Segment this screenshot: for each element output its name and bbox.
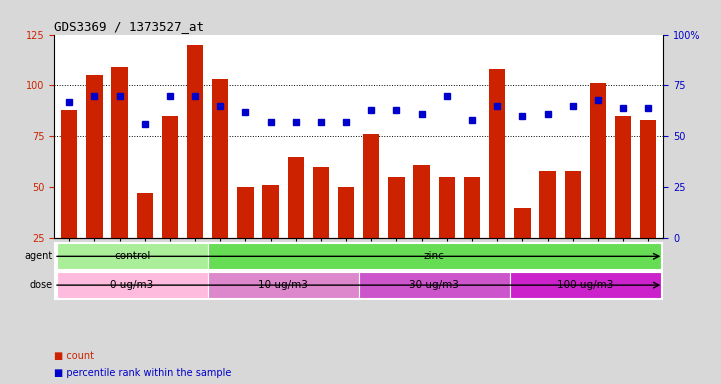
- Text: agent: agent: [25, 251, 53, 262]
- Text: 30 ug/m3: 30 ug/m3: [410, 280, 459, 290]
- Bar: [208, 272, 358, 298]
- Bar: [212, 79, 229, 289]
- Bar: [56, 272, 208, 298]
- Bar: [640, 120, 656, 289]
- Bar: [288, 157, 304, 289]
- Bar: [413, 165, 430, 289]
- Bar: [514, 207, 531, 289]
- Bar: [539, 171, 556, 289]
- Text: ■ percentile rank within the sample: ■ percentile rank within the sample: [54, 368, 231, 378]
- Text: control: control: [114, 251, 150, 262]
- Text: dose: dose: [30, 280, 53, 290]
- Bar: [136, 193, 153, 289]
- Text: zinc: zinc: [424, 251, 445, 262]
- Bar: [56, 243, 208, 269]
- Bar: [208, 243, 661, 269]
- Bar: [358, 272, 510, 298]
- Bar: [363, 134, 379, 289]
- Bar: [615, 116, 631, 289]
- Bar: [464, 177, 480, 289]
- Bar: [389, 177, 404, 289]
- Bar: [313, 167, 329, 289]
- Bar: [187, 45, 203, 289]
- Text: 100 ug/m3: 100 ug/m3: [557, 280, 614, 290]
- Text: ■ count: ■ count: [54, 351, 94, 361]
- Bar: [87, 75, 102, 289]
- Bar: [262, 185, 279, 289]
- Bar: [162, 116, 178, 289]
- Bar: [237, 187, 254, 289]
- Bar: [61, 110, 77, 289]
- Bar: [338, 187, 354, 289]
- Bar: [565, 171, 581, 289]
- Text: GDS3369 / 1373527_at: GDS3369 / 1373527_at: [54, 20, 204, 33]
- Bar: [111, 67, 128, 289]
- Bar: [510, 272, 661, 298]
- Text: 10 ug/m3: 10 ug/m3: [258, 280, 308, 290]
- Bar: [590, 83, 606, 289]
- Bar: [489, 69, 505, 289]
- Bar: [438, 177, 455, 289]
- Text: 0 ug/m3: 0 ug/m3: [110, 280, 154, 290]
